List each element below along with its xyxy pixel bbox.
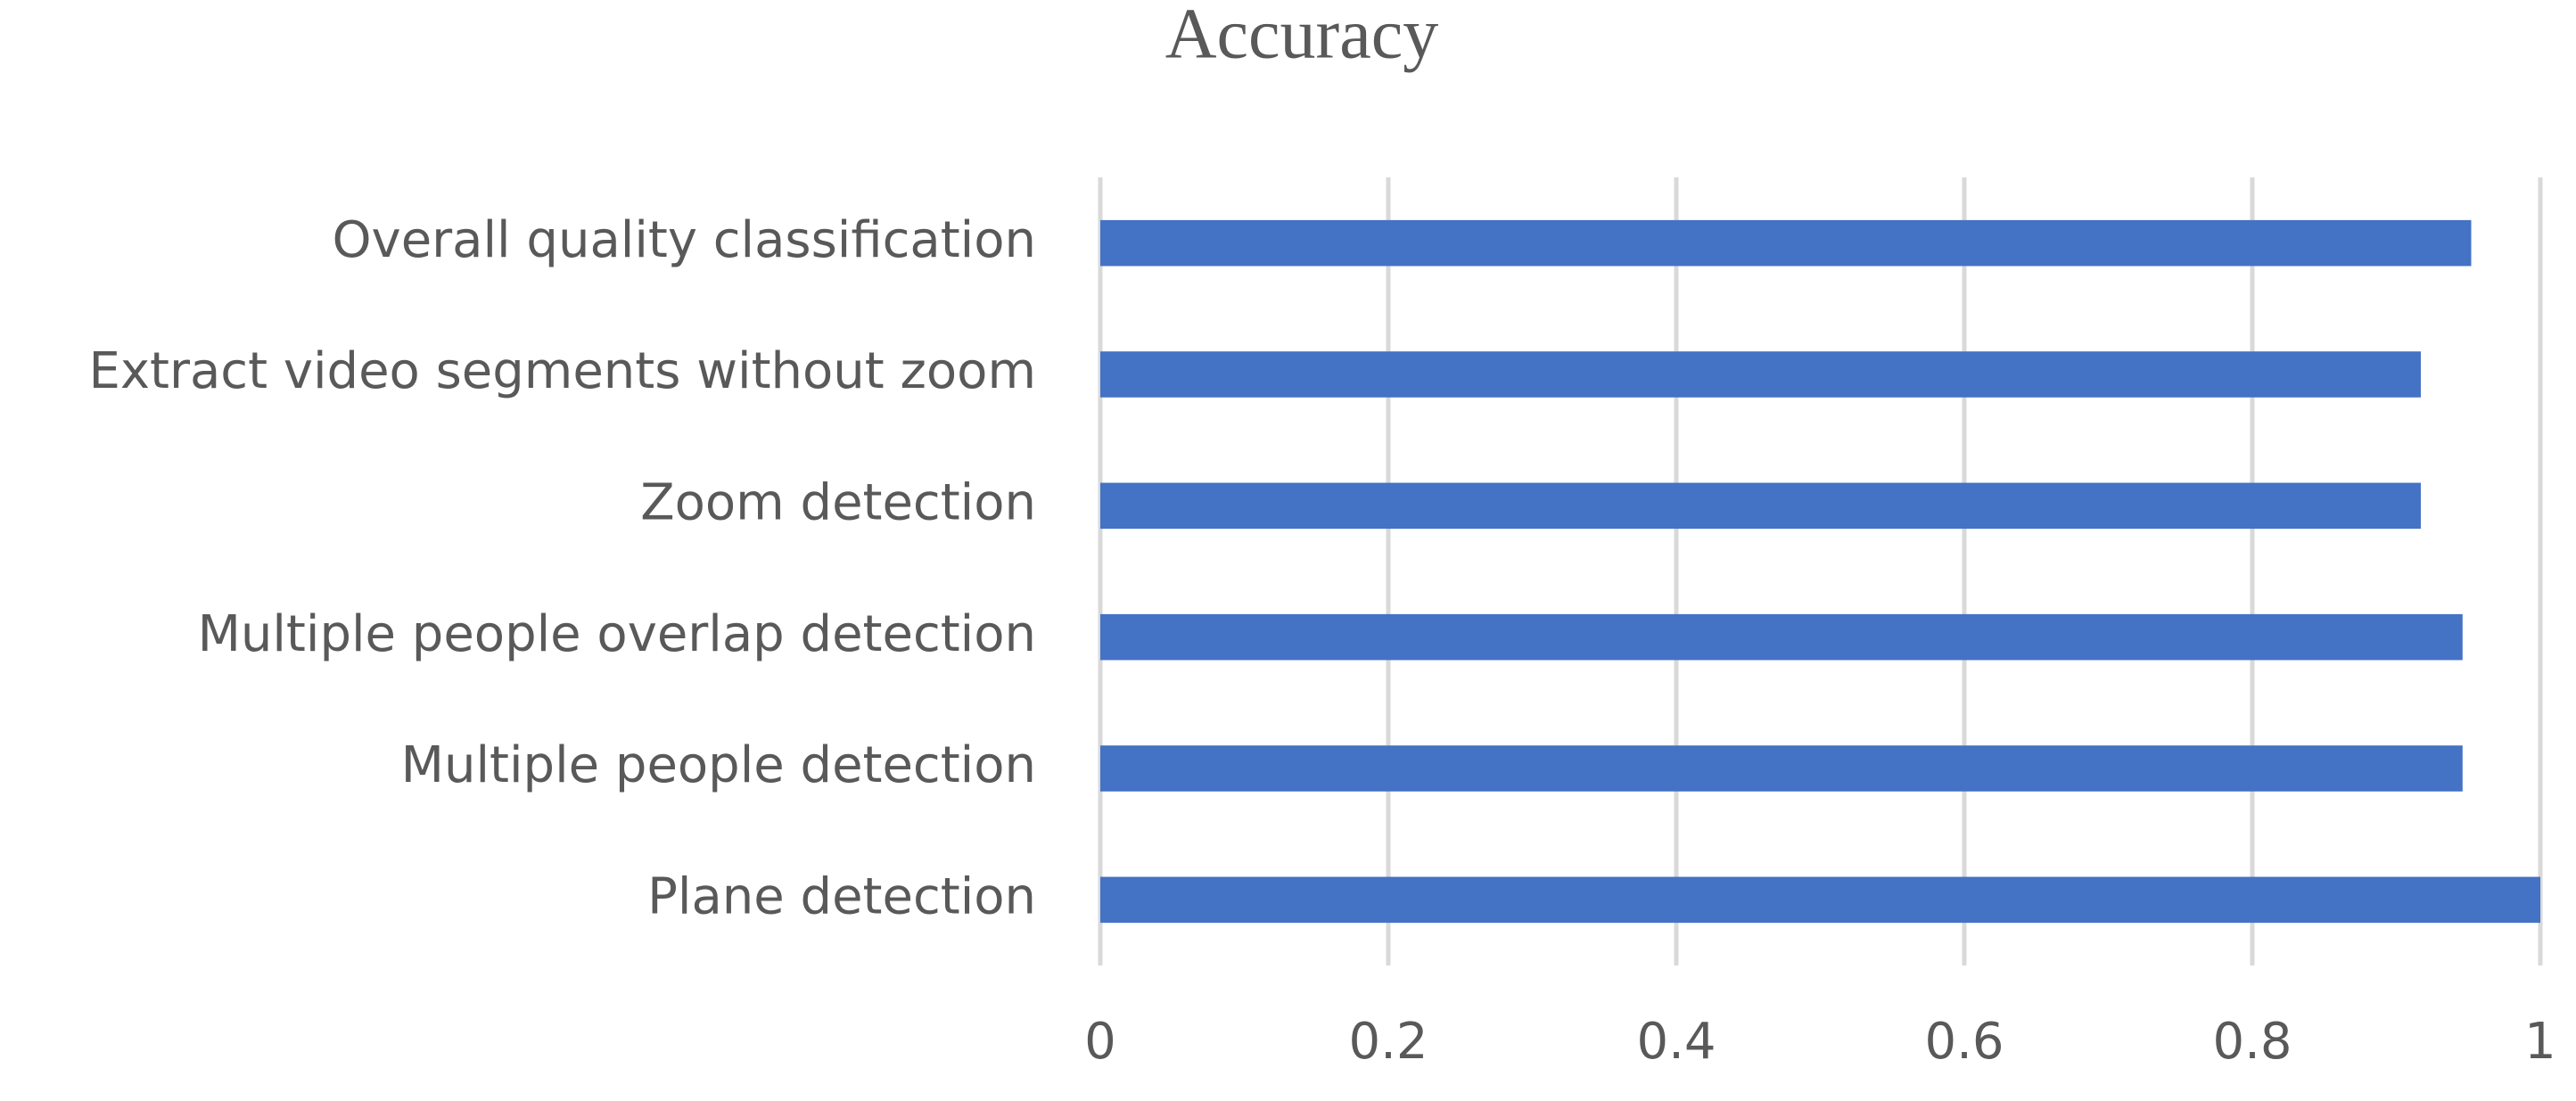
y-tick-label: Extract video segments without zoom: [88, 342, 1036, 400]
bar: [1100, 745, 2463, 792]
x-tick-label: 1: [2524, 1013, 2556, 1071]
chart-title: Accuracy: [1165, 0, 1438, 73]
bar: [1100, 351, 2421, 398]
y-tick-label: Multiple people overlap detection: [198, 605, 1036, 663]
y-tick-label: Overall quality classification: [332, 211, 1036, 269]
x-tick-label: 0: [1084, 1013, 1116, 1071]
y-tick-label: Multiple people detection: [401, 736, 1036, 794]
x-tick-label: 0.4: [1636, 1013, 1716, 1071]
x-tick-label: 0.8: [2212, 1013, 2292, 1071]
bar: [1100, 219, 2472, 267]
x-tick-label: 0.2: [1348, 1013, 1428, 1071]
bar: [1100, 613, 2463, 661]
bar: [1100, 876, 2540, 924]
y-tick-label: Zoom detection: [640, 473, 1036, 531]
x-tick-label: 0.6: [1924, 1013, 2004, 1071]
y-tick-label: Plane detection: [647, 867, 1036, 925]
bar: [1100, 482, 2421, 530]
